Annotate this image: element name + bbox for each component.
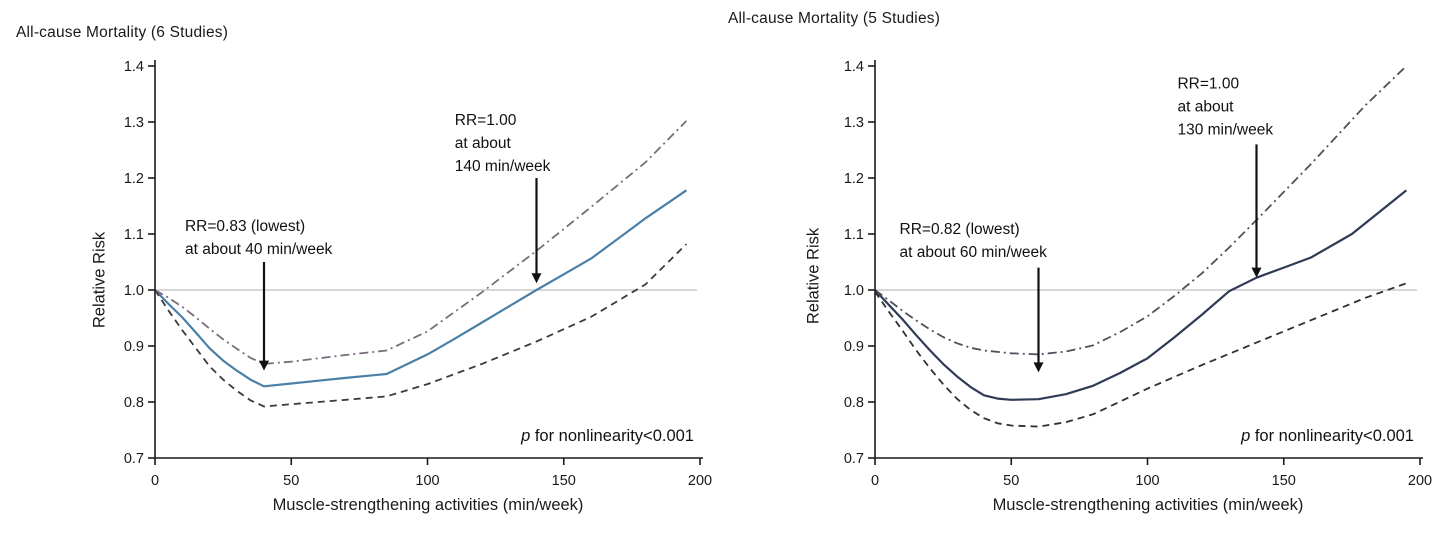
y-tick-label: 0.7	[124, 451, 144, 467]
chart-title: All-cause Mortality (5 Studies)	[728, 10, 941, 27]
chart-canvas-right: 0.7 0.8 0.9 1.0 1.1 1.2 1.3 1.4 0 50 100 150 200 RR=0…	[844, 59, 1432, 489]
y-tick-label: 1.0	[124, 283, 144, 299]
x-tick-label: 0	[871, 473, 879, 489]
chart-panel-right: 0.7 0.8 0.9 1.0 1.1 1.2 1.3 1.4 0 50 100 150 200 RR=0…	[720, 0, 1440, 547]
annotation-arrowhead	[1033, 362, 1044, 373]
x-tick-label: 50	[283, 473, 299, 489]
y-tick-label: 1.4	[844, 59, 864, 75]
series-relative-risk	[154, 189, 688, 388]
y-tick-label: 0.8	[124, 395, 144, 411]
x-tick-label: 150	[1272, 473, 1296, 489]
series-upper-ci	[874, 65, 1408, 356]
y-axis-label: Relative Risk	[90, 231, 109, 329]
x-tick-label: 100	[1135, 473, 1159, 489]
x-tick-label: 100	[415, 473, 439, 489]
p-nonlinearity-text: p for nonlinearity<0.001	[1240, 427, 1414, 445]
y-tick-label: 1.2	[124, 171, 144, 187]
x-axis-label: Muscle-strengthening activities (min/wee…	[272, 496, 584, 514]
annotation-text: RR=0.82 (lowest) at about 60 min/week	[900, 221, 1048, 261]
annotation-text: RR=1.00 at about 130 min/week	[1177, 75, 1273, 138]
x-tick-label: 200	[1408, 473, 1432, 489]
series-lower-ci	[154, 243, 688, 408]
annotation-arrowhead	[259, 360, 269, 371]
y-tick-label: 0.7	[844, 451, 864, 467]
y-tick-label: 0.9	[124, 339, 144, 355]
x-tick-label: 200	[688, 473, 712, 489]
y-tick-label: 1.0	[844, 283, 864, 299]
y-tick-label: 0.9	[844, 339, 864, 355]
x-axis-label: Muscle-strengthening activities (min/wee…	[992, 496, 1304, 514]
series-lower-ci	[874, 282, 1407, 428]
y-tick-label: 1.4	[124, 59, 144, 75]
y-tick-label: 1.3	[844, 115, 864, 131]
x-tick-label: 150	[552, 473, 576, 489]
annotation-arrowhead	[531, 273, 542, 284]
chart-canvas-left: 0.7 0.8 0.9 1.0 1.1 1.2 1.3 1.4 0 50 100 150 200 RR=0…	[124, 59, 712, 489]
series-relative-risk	[874, 189, 1408, 401]
annotation-text: RR=0.83 (lowest) at about 40 min/week	[185, 218, 333, 258]
series-upper-ci	[154, 120, 688, 365]
y-tick-label: 1.1	[124, 227, 144, 243]
x-tick-label: 0	[151, 473, 159, 489]
y-tick-label: 1.1	[844, 227, 864, 243]
annotation-arrowhead	[1251, 267, 1262, 278]
y-tick-label: 1.3	[124, 115, 144, 131]
annotation-text: RR=1.00 at about 140 min/week	[455, 112, 551, 175]
chart-panel-left: 0.7 0.8 0.9 1.0 1.1 1.2 1.3 1.4 0 50 100 150 200 RR=0…	[16, 24, 712, 514]
chart-title: All-cause Mortality (6 Studies)	[16, 24, 229, 41]
y-tick-label: 1.2	[844, 171, 864, 187]
x-tick-label: 50	[1003, 473, 1019, 489]
y-tick-label: 0.8	[844, 395, 864, 411]
p-nonlinearity-text: p for nonlinearity<0.001	[520, 427, 694, 445]
y-axis-label: Relative Risk	[804, 227, 823, 325]
